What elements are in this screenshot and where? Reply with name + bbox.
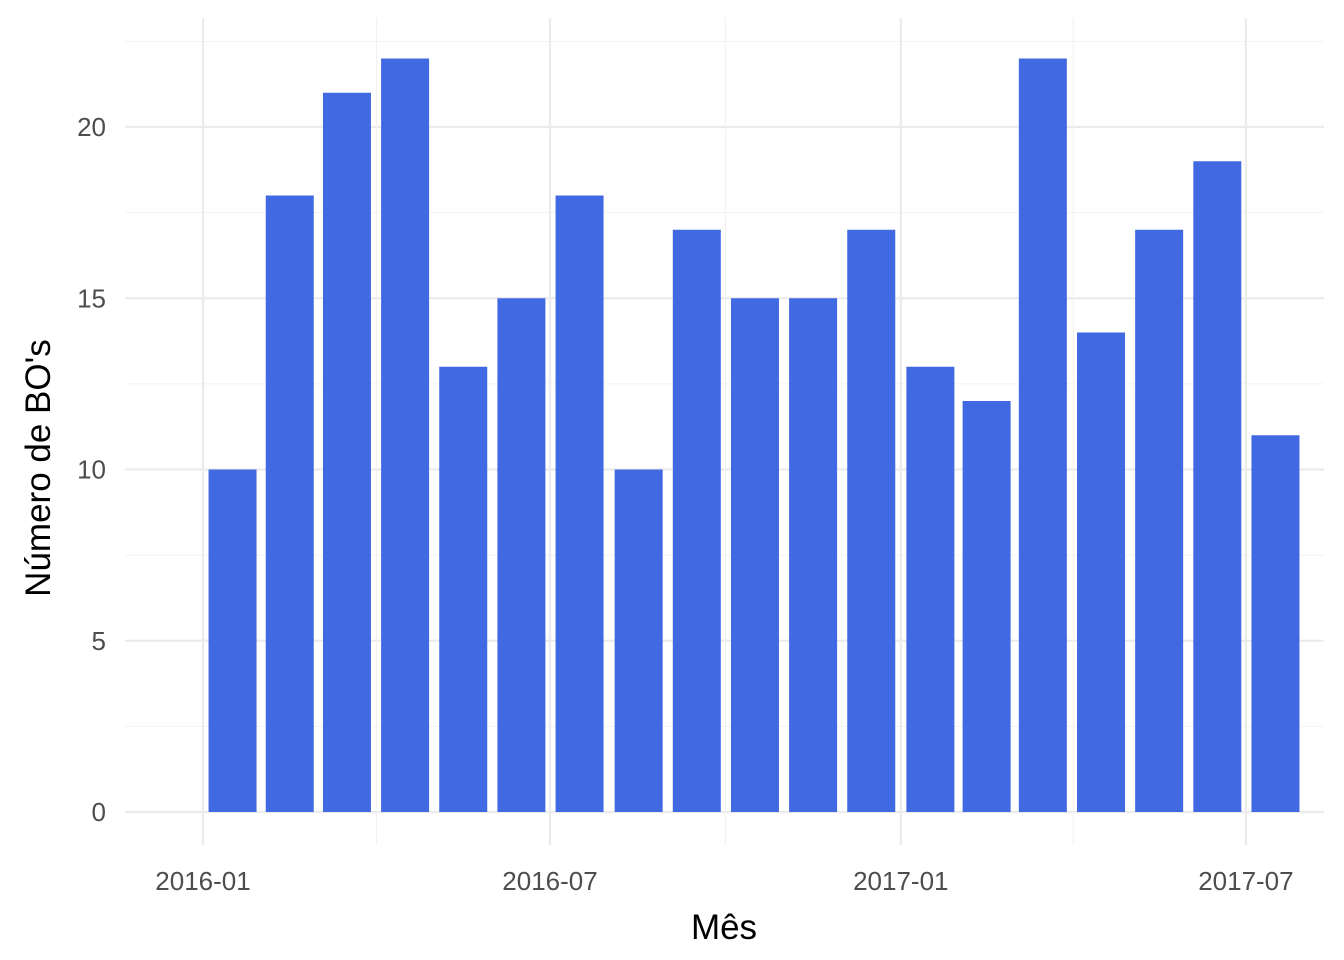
- y-axis-ticks: 0 5 10 15 20: [77, 112, 106, 827]
- bar-2017-07: [1251, 435, 1300, 812]
- x-tick-label: 2017-01: [853, 866, 948, 896]
- bar-2017-01: [906, 366, 955, 812]
- y-tick-label: 20: [77, 112, 106, 142]
- bar-2016-09: [672, 229, 721, 812]
- x-tick-label: 2016-07: [502, 866, 597, 896]
- bar-2016-04: [381, 58, 430, 812]
- bar-2016-03: [322, 92, 371, 812]
- bar-2017-06: [1193, 161, 1242, 812]
- bar-2016-02: [265, 195, 314, 812]
- y-tick-label: 15: [77, 283, 106, 313]
- x-tick-label: 2017-07: [1198, 866, 1293, 896]
- bar-2016-01: [208, 469, 257, 812]
- bar-2016-07: [555, 195, 604, 812]
- bar-2016-06: [497, 298, 546, 812]
- bar-2017-05: [1135, 229, 1184, 812]
- y-tick-label: 0: [92, 797, 106, 827]
- bar-2016-12: [847, 229, 896, 812]
- x-axis-title: Mês: [691, 908, 757, 947]
- bars: [208, 58, 1300, 812]
- x-axis-ticks: 2016-01 2016-07 2017-01 2017-07: [155, 866, 1293, 896]
- bar-2017-04: [1077, 332, 1126, 812]
- bar-2016-10: [730, 298, 779, 812]
- y-tick-label: 5: [92, 626, 106, 656]
- bar-2016-05: [439, 366, 488, 812]
- y-axis-title: Número de BO's: [19, 339, 58, 597]
- bar-2016-08: [614, 469, 663, 812]
- x-tick-label: 2016-01: [155, 866, 250, 896]
- bar-2017-03: [1018, 58, 1067, 812]
- y-tick-label: 10: [77, 455, 106, 485]
- bar-2017-02: [962, 401, 1011, 812]
- bar-2016-11: [789, 298, 838, 812]
